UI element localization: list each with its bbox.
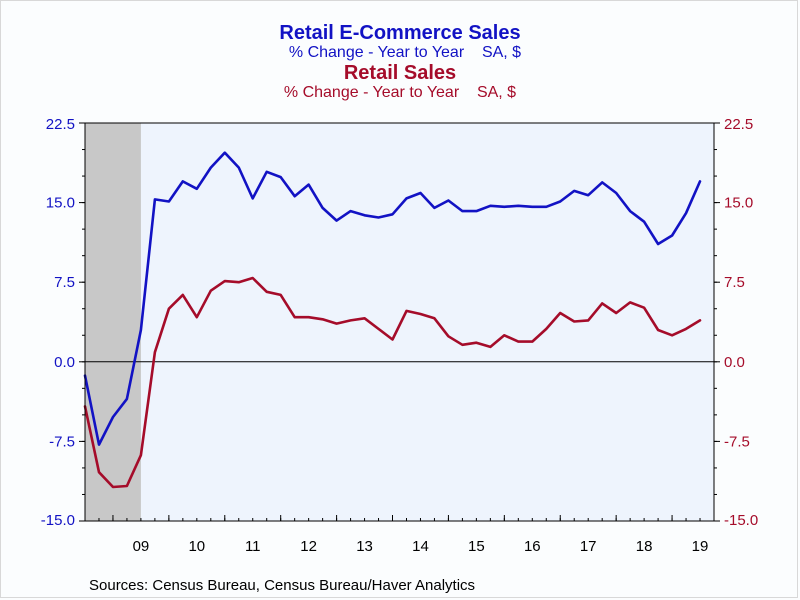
x-tick-label: 13 — [356, 538, 373, 555]
y-tick-label-left: 7.5 — [54, 274, 75, 291]
x-tick-label: 14 — [412, 538, 429, 555]
ecommerce-title: Retail E-Commerce Sales — [279, 22, 521, 44]
y-tick-label-right: -7.5 — [724, 433, 750, 450]
chart-titles: Retail E-Commerce Sales % Change - Year … — [0, 22, 800, 102]
x-tick-label: 09 — [133, 538, 150, 555]
y-tick-label-right: 0.0 — [724, 354, 745, 371]
y-tick-label-left: -15.0 — [41, 512, 75, 529]
axis-labels: 22.5 22.5 15.0 15.0 7.5 7.5 0.0 0.0 -7.5 -7.5 -15.… — [41, 116, 758, 555]
retail-subtitle: % Change - Year to Year SA, $ — [283, 84, 517, 101]
retail-series-line — [83, 276, 702, 489]
x-tick-label: 11 — [245, 538, 261, 555]
y-tick-label-right: 22.5 — [724, 116, 753, 133]
y-tick-label-left: 15.0 — [46, 195, 75, 212]
x-tick-label: 16 — [524, 538, 541, 555]
x-tick-label: 12 — [300, 538, 317, 555]
x-tick-label: 18 — [636, 538, 653, 555]
retail-title: Retail Sales — [343, 62, 457, 84]
x-tick-label: 15 — [468, 538, 485, 555]
plot-area — [85, 123, 714, 521]
x-tick-label: 10 — [188, 538, 205, 555]
ecommerce-subtitle: % Change - Year to Year SA, $ — [288, 44, 522, 61]
y-tick-label-left: -7.5 — [49, 433, 75, 450]
y-tick-label-right: 7.5 — [724, 274, 745, 291]
x-tick-label: 19 — [692, 538, 709, 555]
y-tick-label-right: 15.0 — [724, 195, 753, 212]
series-lines — [83, 151, 702, 489]
y-tick-label-right: -15.0 — [724, 512, 758, 529]
plot-border — [84, 122, 715, 522]
recession-shading — [85, 123, 141, 521]
ecommerce-series-line — [83, 151, 702, 446]
x-tick-label: 17 — [580, 538, 597, 555]
y-tick-label-left: 22.5 — [46, 116, 75, 133]
source-note: Sources: Census Bureau, Census Bureau/Ha… — [89, 577, 476, 594]
y-tick-label-left: 0.0 — [54, 354, 75, 371]
